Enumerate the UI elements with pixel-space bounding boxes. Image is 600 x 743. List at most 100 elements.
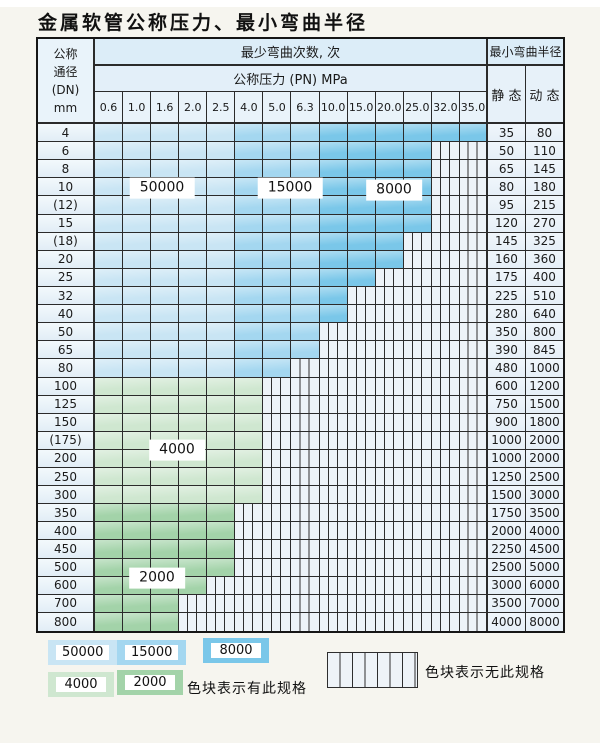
no-spec-cell: [459, 142, 488, 161]
pn-column-header: 0.6: [95, 92, 124, 124]
spec-cell: [291, 124, 320, 143]
dn-header-line: 通径: [53, 64, 78, 79]
static-value-cell: 95: [487, 196, 526, 215]
no-spec-cell: [291, 576, 320, 595]
no-spec-cell: [263, 594, 292, 613]
spec-cell: [291, 196, 320, 215]
static-value-cell: 350: [487, 323, 526, 342]
spec-cell: [319, 268, 348, 287]
spec-cell: [403, 196, 432, 215]
no-spec-cell: [375, 413, 404, 432]
no-spec-cell: [431, 395, 460, 414]
spec-cell: [95, 160, 124, 179]
static-value-cell: 120: [487, 214, 526, 233]
dn-cell: (175): [38, 431, 95, 450]
legend-label: 2000: [125, 675, 175, 690]
no-spec-cell: [347, 486, 376, 505]
no-spec-cell: [347, 540, 376, 559]
dn-cell: 800: [38, 612, 95, 631]
spec-cell: [207, 160, 236, 179]
no-spec-cell: [263, 540, 292, 559]
spec-cell: [459, 124, 488, 143]
spec-cell: [95, 214, 124, 233]
static-value-cell: 65: [487, 160, 526, 179]
dynamic-value-cell: 5000: [525, 558, 563, 577]
dn-cell: 32: [38, 286, 95, 306]
spec-cell: [207, 142, 236, 161]
no-spec-cell: [431, 468, 460, 487]
spec-cell: [235, 359, 264, 378]
no-spec-cell: [263, 468, 292, 487]
no-spec-cell: [375, 468, 404, 487]
spec-cell: [151, 486, 180, 505]
spec-cell: [179, 377, 208, 396]
dynamic-value-cell: 4000: [525, 522, 563, 541]
spec-cell: [207, 286, 236, 306]
no-spec-cell: [347, 413, 376, 432]
spec-cell: [151, 359, 180, 378]
dn-cell: (12): [38, 196, 95, 215]
spec-cell: [123, 323, 152, 342]
spec-cell: [179, 250, 208, 269]
spec-cell: [319, 232, 348, 251]
static-value-cell: 280: [487, 305, 526, 324]
dn-cell: 500: [38, 558, 95, 577]
no-spec-cell: [375, 359, 404, 378]
dn-cell: 50: [38, 323, 95, 342]
spec-cell: [151, 395, 180, 414]
no-spec-cell: [319, 594, 348, 613]
spec-cell: [123, 612, 152, 631]
spec-cell: [95, 486, 124, 505]
dynamic-value-cell: 145: [525, 160, 563, 179]
dn-cell: 350: [38, 504, 95, 523]
spec-cell: [123, 413, 152, 432]
spec-cell: [347, 160, 376, 179]
spec-cell: [291, 323, 320, 342]
spec-cell: [403, 214, 432, 233]
spec-cell: [123, 196, 152, 215]
no-spec-cell: [207, 594, 236, 613]
no-spec-cell: [375, 522, 404, 541]
spec-cell: [235, 449, 264, 469]
spec-cell: [179, 558, 208, 577]
spec-cell: [319, 160, 348, 179]
no-spec-cell: [291, 504, 320, 523]
spec-cell: [375, 124, 404, 143]
no-spec-cell: [291, 359, 320, 378]
no-spec-cell: [431, 323, 460, 342]
no-spec-cell: [459, 323, 488, 342]
static-value-cell: 4000: [487, 612, 526, 631]
no-spec-cell: [319, 522, 348, 541]
spec-cell: [207, 214, 236, 233]
dynamic-value-cell: 360: [525, 250, 563, 269]
spec-cell: [207, 268, 236, 287]
spec-cell: [375, 214, 404, 233]
no-spec-cell: [319, 431, 348, 450]
static-value-cell: 80: [487, 178, 526, 197]
dynamic-value-cell: 510: [525, 286, 563, 306]
pressure-header: 公称压力 (PN) MPa: [95, 66, 488, 92]
legend-label: 8000: [211, 643, 261, 658]
static-value-cell: 750: [487, 395, 526, 414]
no-spec-cell: [431, 160, 460, 179]
no-spec-cell: [319, 540, 348, 559]
no-spec-cell: [263, 558, 292, 577]
no-spec-cell: [179, 594, 208, 613]
dynamic-value-cell: 400: [525, 268, 563, 287]
static-value-cell: 900: [487, 413, 526, 432]
spec-cell: [291, 305, 320, 324]
spec-cell: [347, 124, 376, 143]
no-spec-cell: [403, 268, 432, 287]
spec-cell: [403, 124, 432, 143]
dynamic-value-cell: 80: [525, 124, 563, 143]
no-spec-cell: [263, 576, 292, 595]
no-spec-cell: [459, 522, 488, 541]
spec-cell: [151, 142, 180, 161]
region-label-2000: 2000: [129, 567, 185, 589]
spec-cell: [95, 178, 124, 197]
spec-cell: [207, 413, 236, 432]
no-spec-cell: [319, 359, 348, 378]
dn-cell: 700: [38, 594, 95, 613]
no-spec-cell: [375, 612, 404, 631]
no-spec-cell: [319, 395, 348, 414]
